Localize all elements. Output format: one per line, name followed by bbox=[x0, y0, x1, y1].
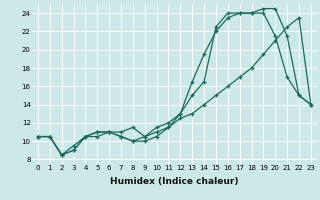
X-axis label: Humidex (Indice chaleur): Humidex (Indice chaleur) bbox=[110, 177, 239, 186]
